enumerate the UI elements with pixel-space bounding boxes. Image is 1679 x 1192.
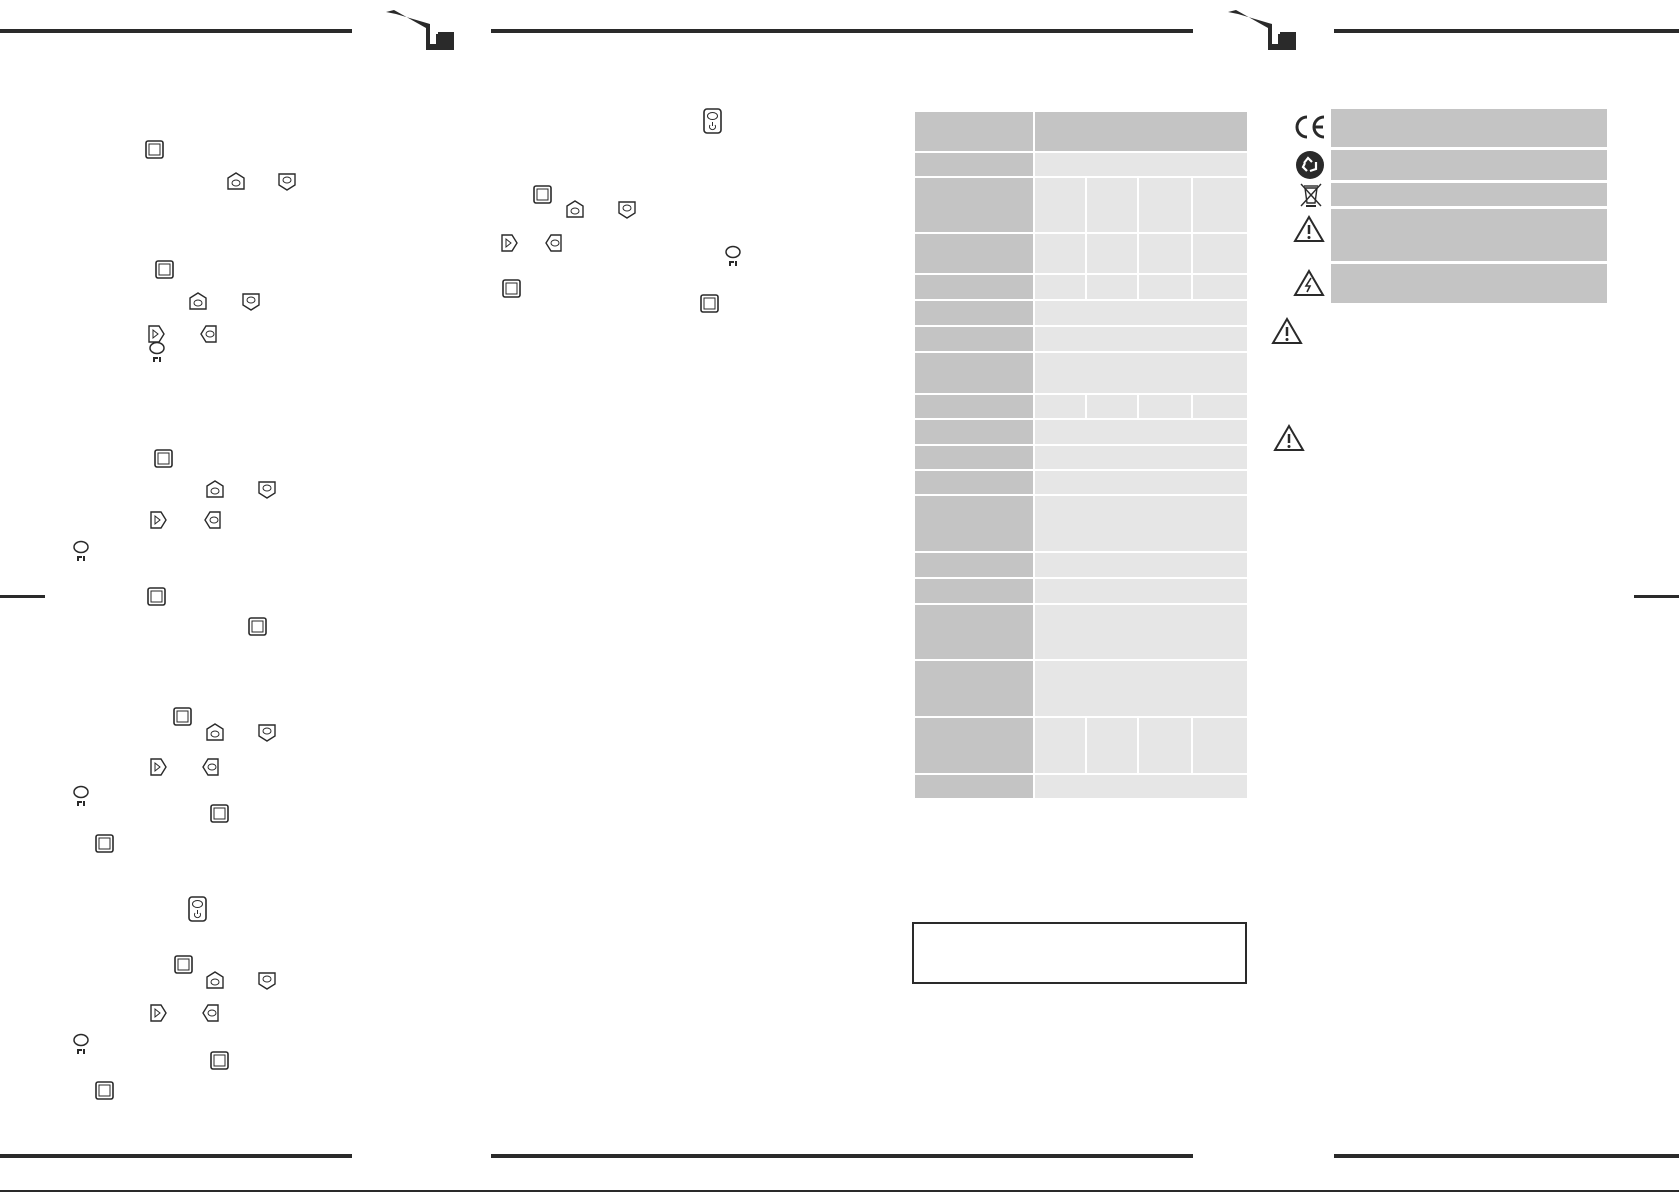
electric-hazard-icon (1293, 269, 1325, 296)
top-rule-middle (491, 29, 1193, 33)
top-rule-left (0, 29, 352, 33)
table-row (915, 605, 1247, 659)
fold-mark-left (0, 595, 45, 598)
table-row (915, 178, 1247, 232)
square-button-icon (502, 279, 521, 298)
square-button-icon (174, 955, 193, 974)
square-button-icon (210, 1051, 229, 1070)
up-arrow-button-icon (206, 480, 224, 498)
square-button-icon (155, 260, 174, 279)
square-button-icon (95, 1081, 114, 1100)
square-button-icon (95, 834, 114, 853)
notice-box (912, 922, 1247, 984)
symbol-row-recycle (1331, 150, 1607, 180)
bottom-rule-right (1334, 1154, 1679, 1158)
page-bottom-rule (0, 1190, 1679, 1192)
power-button-icon (188, 896, 207, 922)
symbol-row-electric (1331, 264, 1607, 303)
table-row (915, 153, 1247, 176)
table-row (915, 775, 1247, 798)
square-button-icon (700, 294, 719, 313)
top-rule-right (1334, 29, 1679, 33)
square-button-icon (533, 185, 552, 204)
warning-triangle-icon (1271, 317, 1303, 344)
table-row (915, 234, 1247, 273)
ce-mark-icon (1295, 115, 1325, 139)
table-row (915, 112, 1247, 151)
down-arrow-button-icon (258, 724, 276, 742)
up-arrow-button-icon (206, 723, 224, 741)
square-button-icon (145, 140, 164, 159)
left-arrow-button-icon (202, 758, 219, 776)
p1-button-icon (73, 1033, 89, 1054)
table-row (915, 579, 1247, 603)
down-arrow-button-icon (242, 293, 260, 311)
symbol-row-ce (1331, 109, 1607, 147)
table-row (915, 496, 1247, 551)
crossed-bin-icon (1300, 183, 1322, 207)
bottom-rule-left (0, 1154, 352, 1158)
warning-triangle-icon (1293, 215, 1325, 242)
fold-mark-right (1634, 595, 1679, 598)
brand-logo-left (386, 10, 454, 50)
table-row (915, 446, 1247, 469)
up-arrow-button-icon (566, 200, 584, 218)
bottom-rule-middle (491, 1154, 1193, 1158)
table-row (915, 661, 1247, 716)
up-arrow-button-icon (227, 172, 245, 190)
table-row (915, 471, 1247, 494)
left-arrow-button-icon (545, 234, 562, 252)
up-arrow-button-icon (206, 971, 224, 989)
down-arrow-button-icon (278, 173, 296, 191)
right-arrow-button-icon (150, 758, 167, 776)
square-button-icon (210, 804, 229, 823)
left-arrow-button-icon (202, 1004, 219, 1022)
p1-button-icon (725, 245, 741, 266)
down-arrow-button-icon (258, 481, 276, 499)
p1-button-icon (73, 540, 89, 561)
left-arrow-button-icon (204, 511, 221, 529)
square-button-icon (248, 617, 267, 636)
square-button-icon (154, 449, 173, 468)
square-button-icon (147, 587, 166, 606)
down-arrow-button-icon (258, 972, 276, 990)
up-arrow-button-icon (189, 292, 207, 310)
table-row (915, 718, 1247, 773)
table-row (915, 395, 1247, 418)
down-arrow-button-icon (618, 201, 636, 219)
symbol-row-weee (1331, 183, 1607, 206)
recycle-icon (1296, 151, 1324, 179)
right-arrow-button-icon (501, 234, 518, 252)
p1-button-icon (73, 785, 89, 806)
left-arrow-button-icon (200, 325, 217, 343)
brand-logo-right (1228, 10, 1296, 50)
power-button-icon (703, 108, 722, 134)
square-button-icon (173, 707, 192, 726)
symbol-row-warning (1331, 209, 1607, 261)
table-row (915, 553, 1247, 577)
table-row (915, 353, 1247, 393)
warning-triangle-icon (1273, 424, 1305, 451)
right-arrow-button-icon (150, 1004, 167, 1022)
table-row (915, 420, 1247, 444)
table-row (915, 327, 1247, 351)
right-arrow-button-icon (148, 325, 165, 343)
table-row (915, 301, 1247, 325)
p1-button-icon (149, 341, 165, 362)
right-arrow-button-icon (150, 511, 167, 529)
table-row (915, 275, 1247, 299)
